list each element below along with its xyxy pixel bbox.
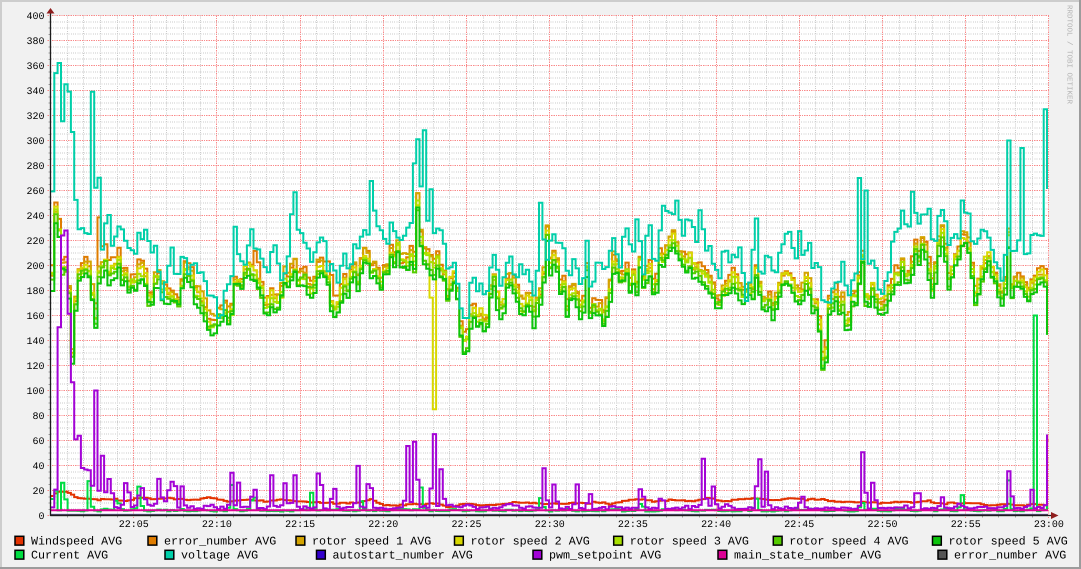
svg-text:140: 140 (26, 337, 44, 348)
svg-text:main_state_number AVG: main_state_number AVG (734, 548, 881, 562)
svg-text:22:55: 22:55 (951, 520, 981, 531)
svg-text:200: 200 (26, 262, 44, 273)
svg-text:120: 120 (26, 362, 44, 373)
svg-text:380: 380 (26, 37, 44, 48)
svg-text:260: 260 (26, 187, 44, 198)
svg-text:280: 280 (26, 162, 44, 173)
svg-text:22:20: 22:20 (368, 520, 398, 531)
svg-text:22:40: 22:40 (701, 520, 731, 531)
svg-text:rotor speed 1 AVG: rotor speed 1 AVG (312, 534, 431, 548)
svg-text:rotor speed 4 AVG: rotor speed 4 AVG (789, 534, 908, 548)
svg-text:rotor speed 3 AVG: rotor speed 3 AVG (630, 534, 749, 548)
svg-text:22:45: 22:45 (784, 520, 814, 531)
svg-text:22:05: 22:05 (119, 520, 149, 531)
svg-text:240: 240 (26, 212, 44, 223)
svg-text:340: 340 (26, 87, 44, 98)
svg-text:23:00: 23:00 (1034, 520, 1064, 531)
svg-text:22:30: 22:30 (535, 520, 565, 531)
svg-text:pwm_setpoint AVG: pwm_setpoint AVG (549, 548, 661, 562)
svg-text:error_number AVG: error_number AVG (164, 534, 276, 548)
svg-text:60: 60 (32, 437, 44, 448)
svg-text:rotor speed 5 AVG: rotor speed 5 AVG (949, 534, 1068, 548)
svg-text:22:25: 22:25 (451, 520, 481, 531)
svg-text:voltage AVG: voltage AVG (181, 548, 258, 562)
svg-text:360: 360 (26, 62, 44, 73)
svg-text:22:35: 22:35 (618, 520, 648, 531)
svg-text:20: 20 (32, 487, 44, 498)
svg-text:RRDTOOL / TOBI OETIKER: RRDTOOL / TOBI OETIKER (1065, 5, 1074, 105)
svg-text:22:10: 22:10 (202, 520, 232, 531)
svg-text:22:15: 22:15 (285, 520, 315, 531)
svg-text:100: 100 (26, 387, 44, 398)
svg-text:Windspeed AVG: Windspeed AVG (31, 534, 122, 548)
svg-text:22:50: 22:50 (867, 520, 897, 531)
svg-text:400: 400 (26, 12, 44, 23)
svg-text:40: 40 (32, 462, 44, 473)
svg-text:180: 180 (26, 287, 44, 298)
svg-text:error_number AVG: error_number AVG (954, 548, 1066, 562)
svg-text:160: 160 (26, 312, 44, 323)
svg-text:0: 0 (38, 512, 44, 523)
svg-text:320: 320 (26, 112, 44, 123)
svg-text:Current AVG: Current AVG (31, 548, 108, 562)
svg-text:220: 220 (26, 237, 44, 248)
svg-text:300: 300 (26, 137, 44, 148)
svg-text:autostart_number AVG: autostart_number AVG (333, 548, 473, 562)
svg-text:rotor speed 2 AVG: rotor speed 2 AVG (471, 534, 590, 548)
svg-text:80: 80 (32, 412, 44, 423)
